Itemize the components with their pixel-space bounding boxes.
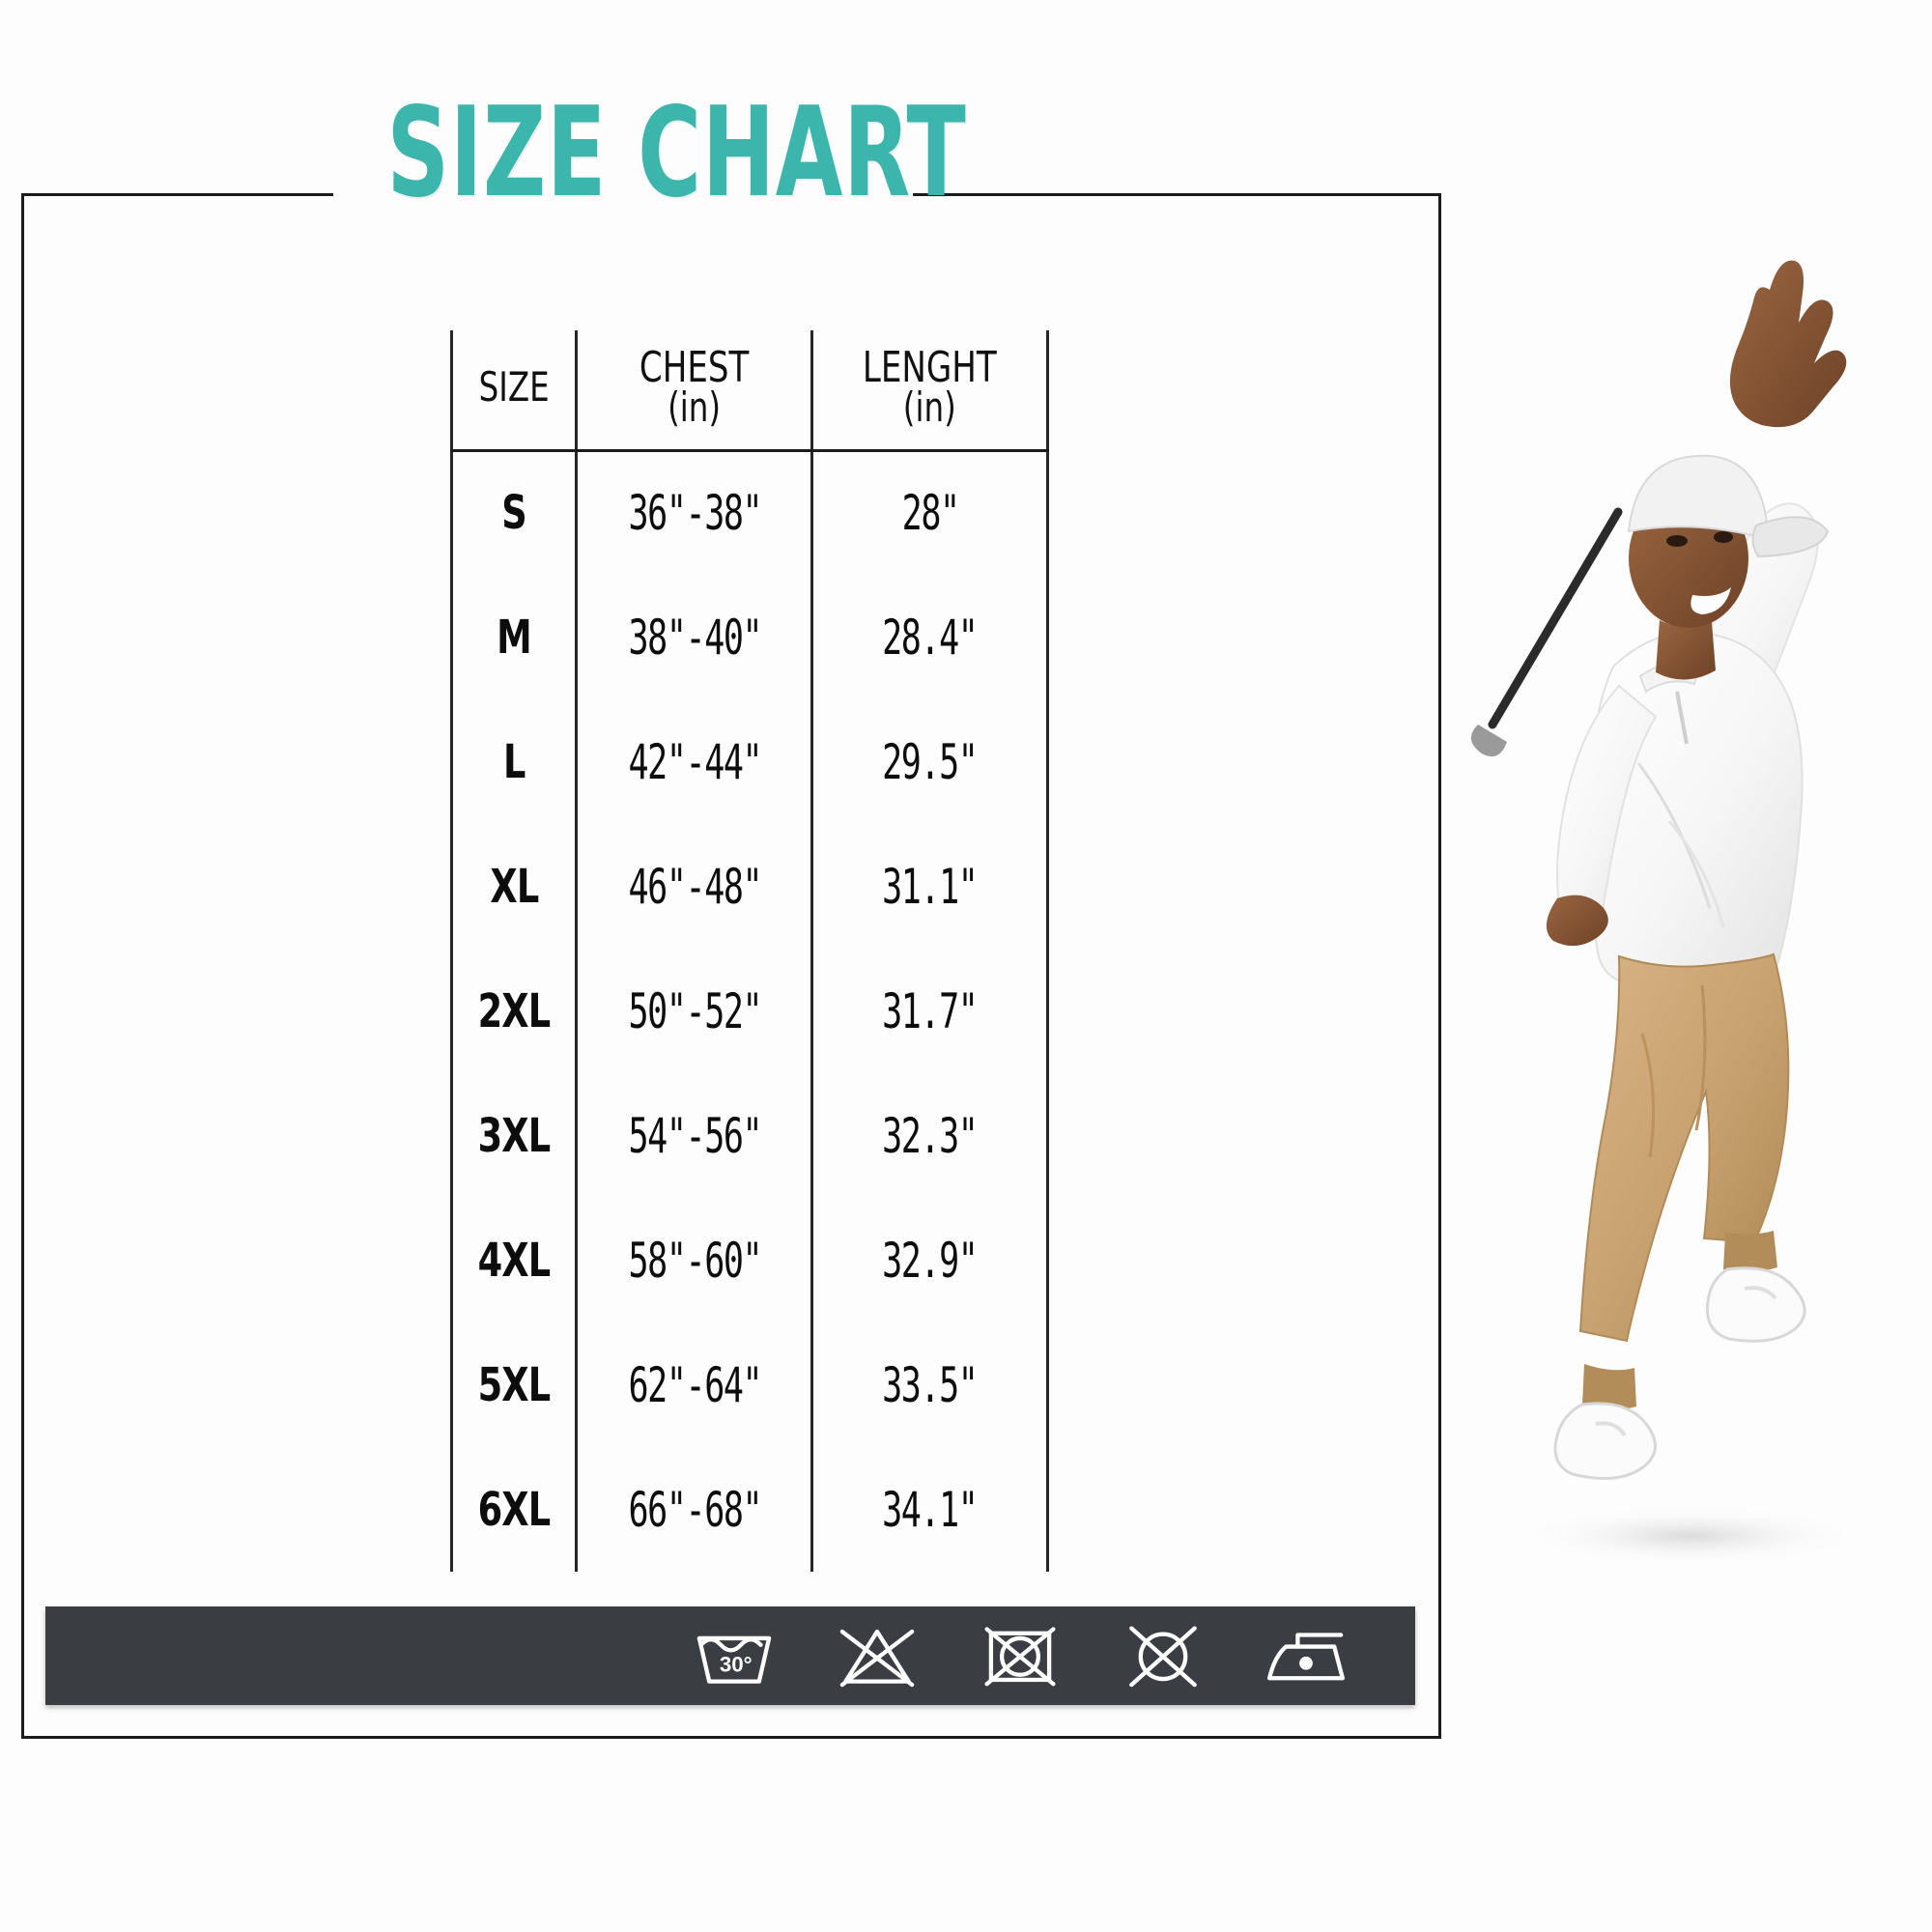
do-not-tumble-dry-icon [979,1620,1062,1691]
cell-size: S [449,450,579,575]
cell-length: 34.1" [810,1447,1049,1572]
size-chart-table: SIZE CHEST (in) LENGHT (in) S 36"-38" 28… [449,330,1049,1572]
chest-value: 38"-40" [628,609,762,666]
size-value: 3XL [477,1108,552,1163]
table-row: 3XL 54"-56" 32.3" [449,1073,1049,1198]
column-header-length-unit: (in) [903,384,957,431]
care-symbols-bar: 30° [45,1606,1415,1705]
iron-low-heat-icon [1264,1620,1348,1691]
table-row: XL 46"-48" 31.1" [449,824,1049,949]
cell-chest: 46"-48" [575,824,814,949]
table-row: L 42"-44" 29.5" [449,699,1049,824]
cell-chest: 50"-52" [575,949,814,1073]
title-frame-gap [333,174,913,218]
column-header-chest-unit: (in) [668,384,722,431]
cell-size: 3XL [449,1073,579,1198]
table-row: S 36"-38" 28" [449,450,1049,575]
chest-value: 50"-52" [628,982,762,1039]
cell-length: 31.1" [810,824,1049,949]
size-value: M [497,610,532,665]
chest-value: 66"-68" [628,1481,762,1538]
cell-size: 6XL [449,1447,579,1572]
column-header-chest-label: CHEST [639,343,750,393]
size-value: 4XL [477,1233,552,1288]
table-header-row: SIZE CHEST (in) LENGHT (in) [449,330,1049,452]
table-row: 5XL 62"-64" 33.5" [449,1322,1049,1447]
length-value: 31.7" [882,982,980,1039]
column-header-size: SIZE [449,330,579,452]
size-value: 5XL [477,1357,552,1412]
cell-size: 5XL [449,1322,579,1447]
column-header-length-label: LENGHT [863,343,998,393]
cell-length: 29.5" [810,699,1049,824]
table-row: 4XL 58"-60" 32.9" [449,1198,1049,1322]
cell-chest: 58"-60" [575,1198,814,1322]
cell-length: 32.9" [810,1198,1049,1322]
length-value: 28" [901,485,959,542]
cell-chest: 36"-38" [575,450,814,575]
length-value: 29.5" [882,733,980,790]
table-row: 2XL 50"-52" 31.7" [449,949,1049,1073]
machine-wash-30-icon: 30° [693,1620,776,1691]
length-value: 28.4" [882,609,980,666]
size-value: 2XL [477,983,552,1038]
cell-chest: 62"-64" [575,1322,814,1447]
chest-value: 54"-56" [628,1107,762,1164]
page-title: SIZE CHART [386,81,967,225]
cell-length: 32.3" [810,1073,1049,1198]
table-header: SIZE CHEST (in) LENGHT (in) [449,330,1049,452]
cell-chest: 42"-44" [575,699,814,824]
length-value: 32.3" [882,1107,980,1164]
column-header-size-label: SIZE [478,362,550,411]
svg-text:30°: 30° [720,1652,753,1676]
table-body: S 36"-38" 28" M 38"-40" 28.4" L 42"-44" … [449,450,1049,1572]
chest-value: 36"-38" [628,485,762,542]
size-value: L [502,734,526,789]
cell-length: 28.4" [810,575,1049,699]
column-header-length: LENGHT (in) [810,330,1049,452]
size-value: XL [490,859,539,914]
cell-length: 28" [810,450,1049,575]
cell-size: 4XL [449,1198,579,1322]
length-value: 32.9" [882,1232,980,1289]
size-value: 6XL [477,1482,552,1537]
chest-value: 42"-44" [628,733,762,790]
cell-size: M [449,575,579,699]
length-value: 34.1" [882,1481,980,1538]
do-not-dry-clean-icon [1122,1620,1205,1691]
length-value: 33.5" [882,1356,980,1413]
length-value: 31.1" [882,858,980,915]
cell-chest: 66"-68" [575,1447,814,1572]
chest-value: 46"-48" [628,858,762,915]
chest-value: 62"-64" [628,1356,762,1413]
cell-length: 31.7" [810,949,1049,1073]
table-row: M 38"-40" 28.4" [449,575,1049,699]
chest-value: 58"-60" [628,1232,762,1289]
cell-size: XL [449,824,579,949]
cell-size: L [449,699,579,824]
size-value: S [501,486,526,541]
table-row: 6XL 66"-68" 34.1" [449,1447,1049,1572]
column-header-chest: CHEST (in) [575,330,814,452]
cell-chest: 54"-56" [575,1073,814,1198]
cell-length: 33.5" [810,1322,1049,1447]
cell-size: 2XL [449,949,579,1073]
cell-chest: 38"-40" [575,575,814,699]
golfer-model-photo [1449,222,1932,1594]
do-not-bleach-icon [836,1620,919,1691]
